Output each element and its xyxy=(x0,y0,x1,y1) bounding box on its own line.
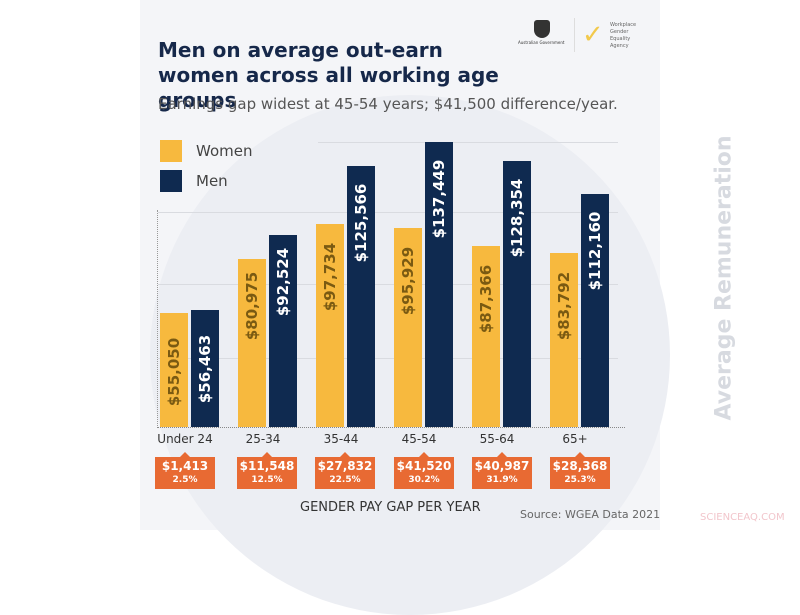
bar-men-35-44: $125,566 xyxy=(347,166,375,427)
gap-box: $40,987 31.9% xyxy=(472,452,532,489)
bar-women-65plus: $83,792 xyxy=(550,253,578,427)
women-swatch xyxy=(160,140,182,162)
men-swatch xyxy=(160,170,182,192)
category-label: 35-44 xyxy=(323,432,359,446)
logos: Australian Government ✓ Workplace Gender… xyxy=(512,18,652,54)
bar-men-45-54: $137,449 xyxy=(425,142,453,427)
legend-item-men: Men xyxy=(160,170,252,192)
gap-box: $11,548 12.5% xyxy=(237,452,297,489)
australian-government-logo: Australian Government xyxy=(518,18,566,50)
chart-title: Men on average out-earn women across all… xyxy=(158,38,499,112)
bar-women-55-64: $87,366 xyxy=(472,246,500,427)
bar-women-under24: $55,050 xyxy=(160,313,188,427)
gap-box: $41,520 30.2% xyxy=(394,452,454,489)
bar-men-under24: $56,463 xyxy=(191,310,219,427)
bar-men-65plus: $112,160 xyxy=(581,194,609,427)
category-label: 25-34 xyxy=(245,432,281,446)
gridline xyxy=(158,358,618,359)
gap-box: $27,832 22.5% xyxy=(315,452,375,489)
category-label: 65+ xyxy=(562,432,588,446)
checkmark-icon: ✓ xyxy=(582,20,604,50)
bar-women-25-34: $80,975 xyxy=(238,259,266,427)
watermark: SCIENCEAQ.COM xyxy=(700,512,785,523)
y-axis xyxy=(157,210,159,428)
gridline xyxy=(158,284,618,285)
category-label: 45-54 xyxy=(401,432,437,446)
category-label: Under 24 xyxy=(157,432,213,446)
y-axis-title: Average Remuneration xyxy=(711,135,737,421)
bar-women-45-54: $95,929 xyxy=(394,228,422,427)
wgea-logo-text: Workplace Gender Equality Agency xyxy=(610,22,637,49)
coat-of-arms-icon xyxy=(534,20,550,38)
gridline xyxy=(158,212,618,213)
gap-box: $1,413 2.5% xyxy=(155,452,215,489)
gridline xyxy=(318,142,618,143)
legend: Women Men xyxy=(160,140,252,200)
bar-women-35-44: $97,734 xyxy=(316,224,344,427)
chart-subtitle: Earnings gap widest at 45-54 years; $41,… xyxy=(158,95,618,113)
gap-footer-label: GENDER PAY GAP PER YEAR xyxy=(300,500,481,515)
bar-men-55-64: $128,354 xyxy=(503,161,531,427)
category-label: 55-64 xyxy=(479,432,515,446)
bar-men-25-34: $92,524 xyxy=(269,235,297,427)
x-axis xyxy=(157,427,625,429)
logo-divider xyxy=(574,18,575,52)
source-note: Source: WGEA Data 2021 xyxy=(520,508,661,521)
legend-item-women: Women xyxy=(160,140,252,162)
gap-box: $28,368 25.3% xyxy=(550,452,610,489)
